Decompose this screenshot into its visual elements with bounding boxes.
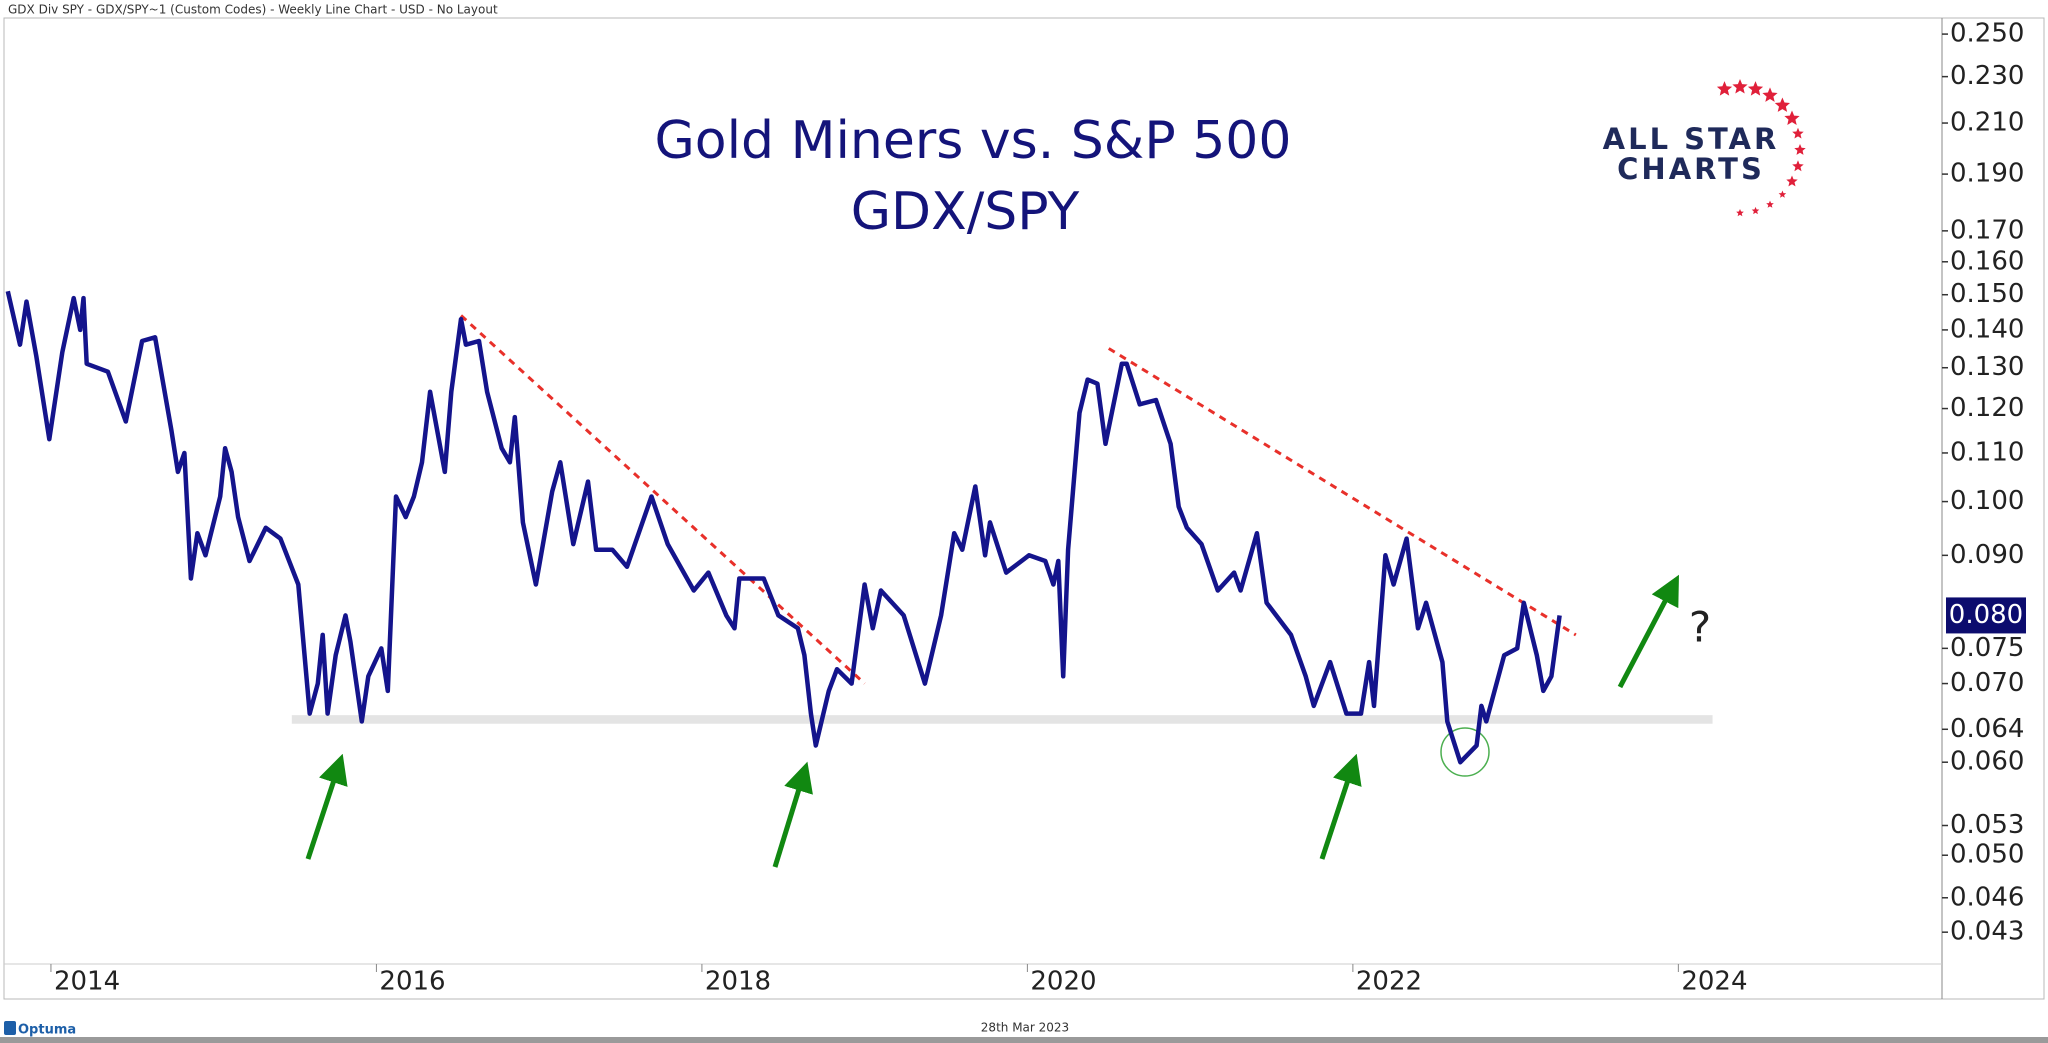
footer-date: 28th Mar 2023 (981, 1021, 1069, 1035)
y-tick-label: 0.090 (1950, 540, 2024, 570)
x-tick-label: 2016 (379, 967, 445, 997)
arrow (772, 761, 813, 868)
support-band (291, 715, 1713, 724)
logo-star (1774, 97, 1790, 112)
x-tick-label: 2024 (1681, 967, 1747, 997)
logo-star (1751, 206, 1760, 215)
logo-star (1794, 144, 1806, 155)
y-tick-label: 0.150 (1950, 279, 2024, 309)
arrows (305, 574, 1679, 868)
y-tick-label: 0.043 (1950, 917, 2024, 947)
x-tick-label: 2018 (705, 967, 771, 997)
y-tick-label: 0.053 (1950, 810, 2024, 840)
logo-line: ALL STAR (1603, 122, 1780, 156)
y-tick-label: 0.160 (1950, 246, 2024, 276)
y-tick-label: 0.170 (1950, 215, 2024, 245)
y-tick-label: 0.064 (1950, 714, 2024, 744)
y-tick-label: 0.075 (1950, 633, 2024, 663)
y-tick-label: 0.190 (1950, 159, 2024, 189)
header: GDX Div SPY - GDX/SPY~1 (Custom Codes) -… (8, 3, 498, 17)
trendline (1107, 347, 1577, 637)
logo-star (1762, 87, 1778, 102)
bottom-strip (0, 1037, 2048, 1043)
y-tick-label: 0.046 (1950, 882, 2024, 912)
current-value-label: 0.080 (1949, 600, 2023, 630)
y-tick-label: 0.050 (1950, 840, 2024, 870)
arrow (1319, 753, 1362, 860)
y-tick-label: 0.210 (1950, 108, 2024, 138)
data-line (5, 290, 1562, 765)
y-tick-label: 0.070 (1950, 668, 2024, 698)
highlight-circle (1440, 727, 1490, 777)
y-tick-label: 0.100 (1950, 486, 2024, 516)
logo-star (1786, 175, 1798, 187)
logo-star (1792, 160, 1804, 172)
logo-star (1792, 127, 1804, 139)
y-tick-label: 0.120 (1950, 393, 2024, 423)
logo-star (1732, 79, 1748, 94)
brand: Optuma (18, 1023, 76, 1038)
y-tick-label: 0.140 (1950, 314, 2024, 344)
x-tick-label: 2014 (54, 967, 120, 997)
logo-star (1716, 81, 1733, 96)
y-tick-label: 0.230 (1950, 61, 2024, 91)
brand-icon (4, 1021, 16, 1035)
x-tick-label: 2020 (1030, 967, 1096, 997)
x-tick-label: 2022 (1356, 967, 1422, 997)
frame (3, 17, 2045, 1000)
chart-subtitle: GDX/SPY (851, 182, 1080, 242)
chart-title: Gold Miners vs. S&P 500 (655, 111, 1292, 171)
y-tick-label: 0.060 (1950, 747, 2024, 777)
annotation: ? (1689, 603, 1711, 652)
arrow (305, 753, 348, 860)
y-tick-label: 0.130 (1950, 352, 2024, 382)
y-tick-label: 0.250 (1950, 19, 2024, 49)
current-value-box (1946, 597, 2026, 634)
logo-star (1736, 209, 1744, 217)
trendline (460, 314, 866, 685)
logo-star (1747, 81, 1764, 96)
logo-line: CHARTS (1617, 152, 1765, 186)
logo-star (1778, 190, 1787, 198)
logo-star (1784, 110, 1800, 125)
logo-star (1766, 200, 1774, 208)
y-tick-label: 0.110 (1950, 437, 2024, 467)
arrow (1617, 574, 1679, 689)
